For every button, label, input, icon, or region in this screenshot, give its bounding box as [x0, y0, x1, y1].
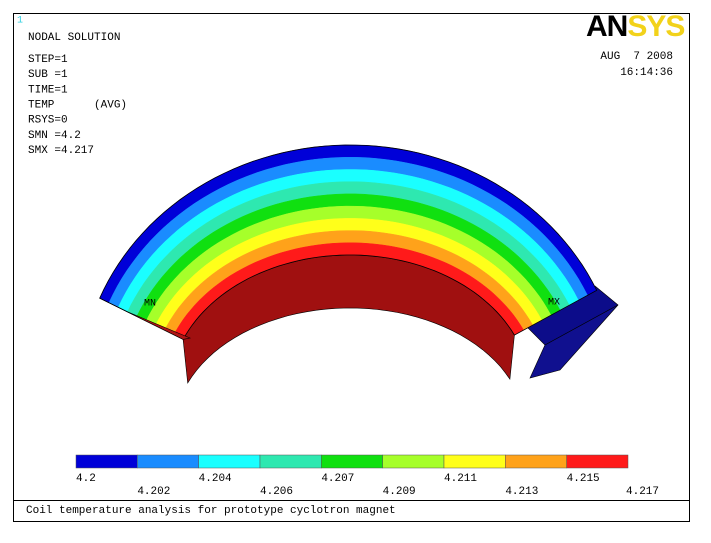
model [99, 144, 619, 384]
legend-swatch [382, 454, 445, 469]
legend-swatch [75, 454, 138, 469]
left-face [99, 297, 192, 340]
legend-level: 4.206 [260, 486, 293, 498]
info-line: SUB =1 [28, 69, 68, 81]
legend-level: 4.207 [321, 473, 354, 485]
legend-swatch [198, 454, 261, 469]
max-marker: MX [548, 298, 560, 309]
logo: ANSYS [586, 10, 684, 43]
info-line: TEMP (AVG) [28, 100, 127, 112]
legend-swatch [505, 454, 567, 469]
legend-swatch [137, 454, 199, 469]
logo-light: SYS [627, 10, 684, 43]
caption: Coil temperature analysis for prototype … [26, 505, 396, 517]
legend-level: 4.209 [383, 486, 416, 498]
legend: 4.2 4.202 4.204 4.206 4.207 4.209 4.211 4.213 4.… [75, 454, 659, 498]
legend-swatch [259, 454, 322, 469]
window-number: 1 [17, 16, 23, 27]
legend-swatch [321, 454, 383, 469]
legend-swatch [443, 454, 506, 469]
logo-dark: AN [586, 10, 627, 43]
info-line: SMX =4.217 [28, 145, 94, 157]
date: AUG 7 2008 [600, 51, 673, 63]
legend-level: 4.202 [137, 486, 170, 498]
legend-level: 4.2 [76, 473, 96, 485]
min-marker: MN [144, 299, 156, 310]
time: 16:14:36 [620, 67, 673, 79]
legend-swatch [566, 454, 629, 469]
side-face [529, 304, 619, 379]
frame [13, 13, 690, 522]
info-title: NODAL SOLUTION [28, 32, 120, 44]
legend-level: 4.215 [567, 473, 600, 485]
outline [99, 144, 598, 340]
info-line: TIME=1 [28, 84, 68, 96]
legend-level: 4.211 [444, 473, 477, 485]
info-block: STEP=1 SUB =1 TIME=1 TEMP (AVG) RSYS=0 SMN =4… [28, 54, 127, 157]
info-line: STEP=1 [28, 54, 68, 66]
info-line: RSYS=0 [28, 115, 68, 127]
legend-level: 4.204 [199, 473, 232, 485]
legend-level: 4.217 [626, 486, 659, 498]
info-line: SMN =4.2 [28, 130, 81, 142]
legend-level: 4.213 [505, 486, 538, 498]
